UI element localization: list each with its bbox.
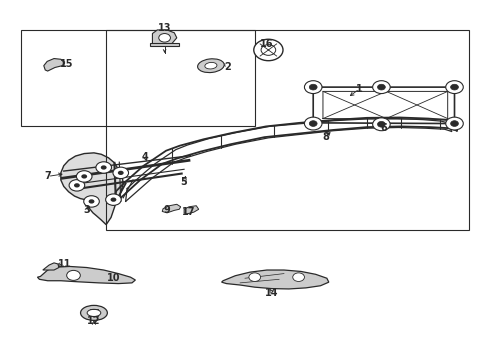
Polygon shape — [184, 206, 199, 214]
Polygon shape — [44, 59, 65, 71]
Circle shape — [81, 174, 87, 179]
Text: 6: 6 — [380, 123, 387, 133]
Circle shape — [89, 199, 95, 203]
Circle shape — [261, 45, 276, 55]
Text: 7: 7 — [44, 171, 51, 181]
Polygon shape — [61, 153, 123, 225]
Ellipse shape — [205, 62, 217, 69]
Text: 12: 12 — [87, 316, 101, 326]
Polygon shape — [43, 263, 59, 270]
Circle shape — [84, 196, 99, 207]
Polygon shape — [150, 43, 179, 46]
Text: 5: 5 — [181, 177, 188, 187]
Circle shape — [451, 84, 459, 90]
Text: 16: 16 — [260, 39, 274, 49]
Text: 2: 2 — [224, 63, 231, 72]
Ellipse shape — [87, 309, 101, 316]
Circle shape — [111, 198, 116, 202]
Circle shape — [96, 162, 112, 173]
Circle shape — [373, 118, 390, 131]
Text: 9: 9 — [164, 205, 171, 215]
Circle shape — [377, 121, 385, 127]
Text: 15: 15 — [60, 59, 74, 69]
Circle shape — [446, 117, 463, 130]
Circle shape — [293, 273, 304, 282]
Ellipse shape — [80, 305, 107, 320]
Circle shape — [67, 270, 80, 280]
Circle shape — [254, 39, 283, 61]
Circle shape — [118, 171, 123, 175]
Circle shape — [309, 84, 317, 90]
Circle shape — [159, 33, 171, 42]
Bar — [106, 30, 469, 230]
Text: 17: 17 — [182, 207, 196, 217]
Circle shape — [113, 167, 128, 179]
Circle shape — [69, 180, 85, 191]
Circle shape — [106, 194, 121, 205]
Text: 11: 11 — [58, 259, 72, 269]
Circle shape — [74, 183, 80, 188]
Circle shape — [101, 165, 107, 170]
Polygon shape — [162, 204, 181, 213]
Circle shape — [309, 121, 317, 126]
Circle shape — [304, 117, 322, 130]
Circle shape — [373, 81, 390, 94]
Bar — [21, 30, 255, 126]
Circle shape — [451, 121, 459, 126]
Circle shape — [446, 81, 463, 94]
Text: 10: 10 — [107, 273, 120, 283]
Text: 1: 1 — [356, 84, 363, 94]
Circle shape — [249, 273, 261, 282]
Text: 3: 3 — [83, 205, 90, 215]
Text: 8: 8 — [322, 132, 329, 142]
Text: 4: 4 — [142, 152, 148, 162]
Polygon shape — [221, 270, 329, 289]
Polygon shape — [37, 266, 135, 284]
Circle shape — [76, 171, 92, 182]
Polygon shape — [152, 30, 177, 44]
Ellipse shape — [197, 59, 224, 73]
Text: 13: 13 — [158, 23, 172, 33]
Circle shape — [304, 81, 322, 94]
Circle shape — [377, 84, 385, 90]
Text: 14: 14 — [265, 288, 278, 297]
